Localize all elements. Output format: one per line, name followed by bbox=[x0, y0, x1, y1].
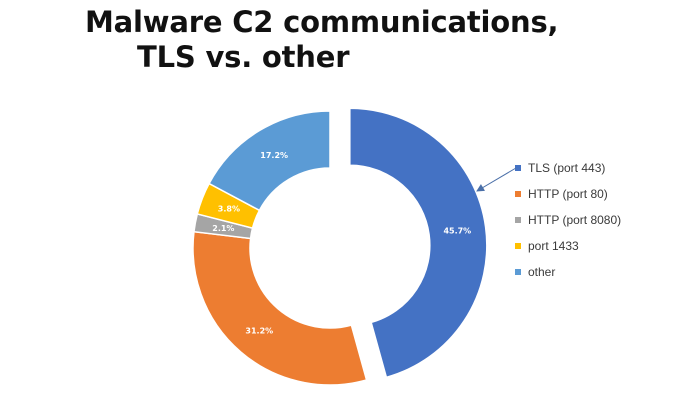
legend-swatch-http-port-8080 bbox=[515, 217, 521, 223]
chart-title-line-1: Malware C2 communications, bbox=[85, 5, 559, 39]
slice-label-tls-port-443: 45.7% bbox=[443, 227, 471, 236]
donut-slices bbox=[192, 107, 488, 386]
donut-slice-http-port-80 bbox=[192, 230, 368, 386]
slice-label-port-1433: 3.8% bbox=[218, 205, 240, 214]
chart-title-line-2: TLS vs. other bbox=[137, 40, 350, 74]
slice-label-http-port-8080: 2.1% bbox=[212, 224, 234, 233]
slice-label-other: 17.2% bbox=[260, 151, 288, 160]
donut-slice-other bbox=[208, 110, 331, 212]
donut-slice-labels: 45.7% 31.2% 2.1% 3.8% 17.2% bbox=[212, 151, 471, 335]
legend-swatch-port-1433 bbox=[515, 243, 521, 249]
legend-label-http-port-8080: HTTP (port 8080) bbox=[528, 213, 621, 227]
legend-leader-arrow bbox=[476, 167, 517, 192]
legend-label-port-1433: port 1433 bbox=[528, 239, 579, 253]
legend-label-http-port-80: HTTP (port 80) bbox=[528, 187, 608, 201]
slice-label-http-port-80: 31.2% bbox=[245, 326, 273, 335]
legend-swatch-other bbox=[515, 269, 521, 275]
legend-label-tls-port-443: TLS (port 443) bbox=[528, 161, 605, 175]
chart-legend: TLS (port 443) HTTP (port 80) HTTP (port 8… bbox=[515, 161, 621, 279]
chart-title: Malware C2 communications, TLS vs. other bbox=[0, 0, 674, 80]
donut-slice-tls-port-443 bbox=[349, 107, 488, 379]
legend-swatch-tls-port-443 bbox=[515, 165, 521, 171]
legend-swatch-http-port-80 bbox=[515, 191, 521, 197]
legend-label-other: other bbox=[528, 265, 555, 279]
